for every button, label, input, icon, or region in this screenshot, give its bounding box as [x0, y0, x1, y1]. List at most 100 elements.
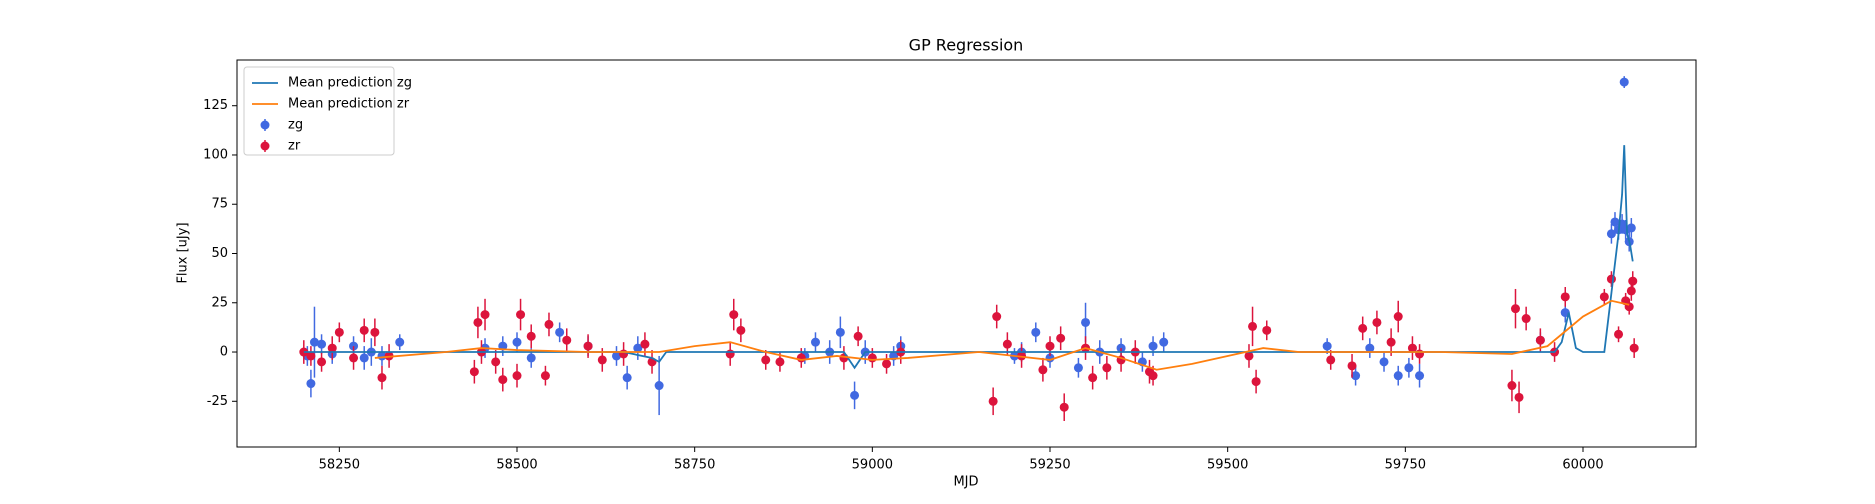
data-point: [1351, 371, 1361, 381]
data-point: [1088, 373, 1098, 383]
data-point: [775, 357, 785, 367]
data-point: [359, 353, 369, 363]
data-point: [1056, 333, 1066, 343]
data-point: [1248, 321, 1258, 331]
data-point: [317, 357, 327, 367]
data-point: [640, 339, 650, 349]
data-point: [1002, 339, 1012, 349]
data-point: [1262, 325, 1272, 335]
data-point: [317, 339, 327, 349]
data-point: [1560, 292, 1570, 302]
data-point: [327, 343, 337, 353]
data-point: [622, 373, 632, 383]
data-point: [491, 357, 501, 367]
legend-box: [243, 66, 395, 156]
x-tick-label: 58500: [496, 458, 537, 473]
data-point: [729, 310, 739, 320]
legend-label: zg: [288, 118, 303, 133]
data-point: [1073, 363, 1083, 373]
legend-marker: [260, 141, 270, 151]
data-point: [1379, 357, 1389, 367]
data-point: [597, 355, 607, 365]
x-tick-label: 58750: [674, 458, 715, 473]
data-point: [334, 327, 344, 337]
data-point: [1404, 363, 1414, 373]
y-tick-label: 0: [220, 345, 228, 360]
data-point: [619, 349, 629, 359]
data-point: [309, 337, 319, 347]
data-point: [1386, 337, 1396, 347]
data-point: [850, 390, 860, 400]
data-point: [306, 379, 316, 389]
data-point: [1626, 286, 1636, 296]
data-point: [882, 359, 892, 369]
data-point: [349, 353, 359, 363]
data-point: [1393, 312, 1403, 322]
data-point: [1521, 314, 1531, 324]
legend-label: zr: [288, 139, 301, 154]
plot-area: [299, 76, 1639, 421]
legend-label: Mean prediction zr: [288, 97, 410, 112]
data-point: [1365, 343, 1375, 353]
data-point: [395, 337, 405, 347]
axes-frame: [236, 59, 1697, 448]
mean-line: [303, 145, 1634, 370]
data-point: [810, 337, 820, 347]
data-point: [1393, 371, 1403, 381]
x-tick-label: 59750: [1385, 458, 1426, 473]
data-point: [480, 310, 490, 320]
data-point: [377, 373, 387, 383]
data-point: [1081, 317, 1091, 327]
data-point: [526, 331, 536, 341]
data-point: [725, 349, 735, 359]
data-point: [654, 381, 664, 391]
data-point: [1614, 329, 1624, 339]
data-point: [1626, 223, 1636, 233]
data-point: [835, 327, 845, 337]
data-point: [1415, 371, 1425, 381]
chart-title: GP Regression: [909, 36, 1024, 55]
data-point: [1610, 217, 1620, 227]
data-point: [1514, 392, 1524, 402]
data-point: [306, 351, 316, 361]
data-point: [473, 317, 483, 327]
x-axis-label: MJD: [953, 475, 978, 490]
mean-line: [374, 299, 1630, 371]
data-point: [540, 371, 550, 381]
data-point: [992, 312, 1002, 322]
data-point: [1326, 355, 1336, 365]
legend-label: Mean prediction zg: [288, 76, 412, 91]
data-point: [512, 337, 522, 347]
data-point: [1059, 402, 1069, 412]
data-point: [1251, 377, 1261, 387]
data-point: [526, 353, 536, 363]
data-point: [544, 319, 554, 329]
data-point: [498, 375, 508, 385]
data-point: [1372, 317, 1382, 327]
data-point: [1407, 343, 1417, 353]
data-point: [633, 343, 643, 353]
x-tick-label: 59000: [852, 458, 893, 473]
y-tick-label: 100: [203, 147, 228, 162]
data-point: [796, 353, 806, 363]
data-point: [370, 327, 380, 337]
data-point: [1599, 292, 1609, 302]
data-point: [736, 325, 746, 335]
data-point: [359, 325, 369, 335]
x-tick-label: 58250: [319, 458, 360, 473]
data-point: [1358, 323, 1368, 333]
y-tick-label: 125: [203, 98, 228, 113]
data-point: [583, 341, 593, 351]
x-tick-label: 59250: [1029, 458, 1070, 473]
data-point: [867, 353, 877, 363]
data-point: [1159, 337, 1169, 347]
data-point: [1347, 361, 1357, 371]
data-point: [512, 371, 522, 381]
data-point: [1535, 335, 1545, 345]
data-point: [1322, 341, 1332, 351]
data-point: [988, 396, 998, 406]
x-tick-label: 59500: [1207, 458, 1248, 473]
data-point: [516, 310, 526, 320]
data-point: [1606, 229, 1616, 239]
data-point: [1619, 77, 1629, 87]
